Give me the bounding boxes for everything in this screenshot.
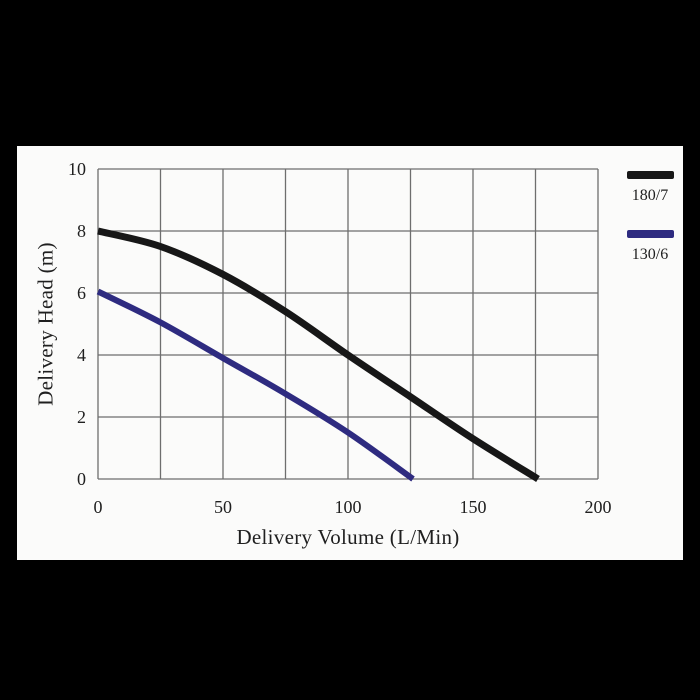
legend-label-180-7: 180/7 — [631, 187, 669, 204]
plot-area — [96, 168, 599, 482]
grid-lines — [97, 168, 599, 480]
chart-legend: 180/7 130/6 — [622, 171, 678, 264]
x-tick-label: 0 — [93, 497, 103, 517]
x-tick-label: 100 — [334, 497, 362, 517]
y-tick-label: 6 — [77, 283, 86, 303]
x-axis-title: Delivery Volume (L/Min) — [236, 525, 460, 549]
y-tick-label: 10 — [68, 159, 86, 179]
legend-label-130-6: 130/6 — [631, 246, 669, 263]
chart-paper: Delivery Head (m) 10 8 6 4 2 0 0 50 100 150 200 D… — [17, 146, 683, 560]
y-tick-label: 8 — [77, 221, 86, 241]
curve-130-6 — [96, 288, 415, 482]
x-tick-label: 50 — [214, 497, 232, 517]
x-tick-label: 150 — [459, 497, 487, 517]
curve-180-7 — [97, 227, 540, 482]
x-tick-label: 200 — [584, 497, 612, 517]
legend-item-130-6: 130/6 — [622, 230, 678, 264]
y-tick-label: 4 — [77, 345, 86, 365]
legend-swatch-180-7 — [626, 171, 674, 179]
y-tick-label: 0 — [77, 469, 86, 489]
legend-swatch-130-6 — [626, 230, 674, 238]
y-axis-title: Delivery Head (m) — [33, 242, 58, 406]
y-tick-label: 2 — [77, 407, 86, 427]
legend-item-180-7: 180/7 — [622, 171, 678, 205]
